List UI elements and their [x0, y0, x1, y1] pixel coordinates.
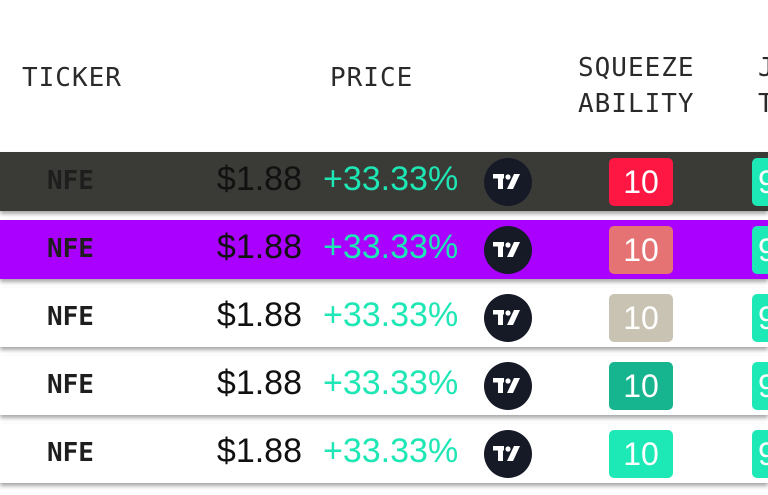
- ticker-symbol[interactable]: NFE: [47, 234, 94, 264]
- partial-column-badge: 9: [752, 158, 768, 206]
- price-value: $1.88: [216, 364, 302, 402]
- partial-column-badge: 9: [752, 430, 768, 478]
- table-row[interactable]: NFE $1.88 +33.33% 10 9: [0, 288, 768, 347]
- percent-change: +33.33%: [323, 296, 459, 334]
- table-row[interactable]: NFE $1.88 +33.33% 10 9: [0, 424, 768, 483]
- table-row[interactable]: NFE $1.88 +33.33% 10 9: [0, 152, 768, 211]
- tradingview-icon[interactable]: [484, 158, 532, 206]
- column-header-ticker[interactable]: TICKER: [22, 63, 122, 93]
- ticker-symbol[interactable]: NFE: [47, 166, 94, 196]
- tradingview-icon[interactable]: [484, 226, 532, 274]
- squeeze-score-badge: 10: [609, 362, 673, 410]
- tradingview-icon[interactable]: [484, 294, 532, 342]
- partial-column-badge: 9: [752, 226, 768, 274]
- ticker-symbol[interactable]: NFE: [47, 438, 94, 468]
- squeeze-score-badge: 10: [609, 158, 673, 206]
- percent-change: +33.33%: [323, 160, 459, 198]
- column-header-squeeze-ability[interactable]: SQUEEZE ABILITY: [578, 53, 695, 119]
- ticker-symbol[interactable]: NFE: [47, 370, 94, 400]
- price-value: $1.88: [216, 160, 302, 198]
- column-header-price[interactable]: PRICE: [330, 63, 414, 93]
- price-value: $1.88: [216, 432, 302, 470]
- percent-change: +33.33%: [323, 228, 459, 266]
- squeeze-score-badge: 10: [609, 294, 673, 342]
- tradingview-icon[interactable]: [484, 430, 532, 478]
- price-value: $1.88: [216, 228, 302, 266]
- squeeze-score-badge: 10: [609, 226, 673, 274]
- squeeze-score-badge: 10: [609, 430, 673, 478]
- table-row[interactable]: NFE $1.88 +33.33% 10 9: [0, 220, 768, 279]
- partial-column-badge: 9: [752, 362, 768, 410]
- tradingview-icon[interactable]: [484, 362, 532, 410]
- table-row[interactable]: NFE $1.88 +33.33% 10 9: [0, 356, 768, 415]
- percent-change: +33.33%: [323, 364, 459, 402]
- partial-column-badge: 9: [752, 294, 768, 342]
- percent-change: +33.33%: [323, 432, 459, 470]
- ticker-symbol[interactable]: NFE: [47, 302, 94, 332]
- price-value: $1.88: [216, 296, 302, 334]
- column-header-partial[interactable]: J T: [758, 53, 768, 119]
